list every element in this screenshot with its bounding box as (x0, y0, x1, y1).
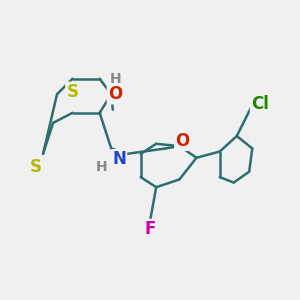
Text: N: N (112, 150, 126, 168)
Text: Cl: Cl (251, 94, 269, 112)
Text: S: S (29, 158, 41, 176)
Text: H: H (109, 72, 121, 86)
Text: S: S (67, 83, 79, 101)
Text: H: H (96, 160, 108, 174)
Text: O: O (176, 132, 190, 150)
Text: F: F (144, 220, 156, 238)
Text: O: O (108, 85, 122, 103)
